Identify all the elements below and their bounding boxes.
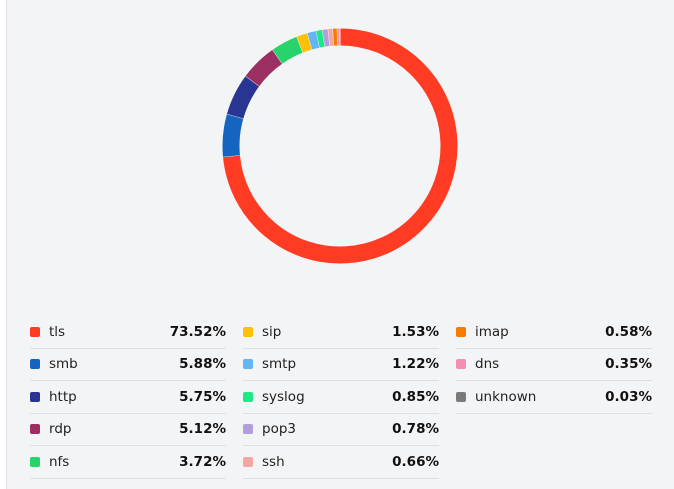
legend-item-tls[interactable]: tls 73.52% <box>30 316 226 349</box>
legend-label: sip <box>262 323 282 340</box>
donut-slice-sip[interactable] <box>296 33 313 53</box>
legend-item-syslog[interactable]: syslog 0.85% <box>243 381 439 414</box>
chart-panel: tls 73.52% smb 5.88% http 5.75% rdp 5.12% nfs 3.7… <box>6 0 674 489</box>
chart-legend: tls 73.52% smb 5.88% http 5.75% rdp 5.12% nfs 3.7… <box>30 316 652 479</box>
legend-item-pop3[interactable]: pop3 0.78% <box>243 414 439 446</box>
legend-label: nfs <box>49 453 70 470</box>
legend-percentage: 5.75% <box>179 388 226 405</box>
legend-label: unknown <box>475 388 537 405</box>
legend-swatch <box>456 326 466 337</box>
legend-label: http <box>49 388 77 405</box>
legend-percentage: 0.78% <box>392 421 439 438</box>
legend-swatch <box>243 326 253 337</box>
slice-separator <box>332 28 335 46</box>
legend-percentage: 5.12% <box>179 421 226 438</box>
legend-percentage: 3.72% <box>179 453 226 470</box>
legend-label: smb <box>49 356 78 373</box>
legend-swatch <box>243 456 253 467</box>
donut-slice-nfs[interactable] <box>272 36 304 64</box>
legend-label: imap <box>475 323 509 340</box>
legend-swatch <box>30 359 40 370</box>
legend-swatch <box>30 326 40 337</box>
legend-label: tls <box>49 323 66 340</box>
legend-item-nfs[interactable]: nfs 3.72% <box>30 446 226 479</box>
donut-chart <box>222 28 458 264</box>
legend-swatch <box>456 359 466 370</box>
donut-slice-smtp[interactable] <box>307 30 320 50</box>
legend-label: syslog <box>262 388 305 405</box>
legend-label: rdp <box>49 421 72 438</box>
legend-label: smtp <box>262 356 297 373</box>
legend-label: ssh <box>262 453 285 470</box>
legend-percentage: 73.52% <box>169 323 226 340</box>
donut-slice-tls[interactable] <box>223 28 458 264</box>
legend-swatch <box>243 359 253 370</box>
legend-percentage: 0.03% <box>605 388 652 405</box>
legend-swatch <box>30 391 40 402</box>
legend-item-smtp[interactable]: smtp 1.22% <box>243 349 439 381</box>
legend-label: dns <box>475 356 500 373</box>
legend-percentage: 0.58% <box>605 323 652 340</box>
legend-item-smb[interactable]: smb 5.88% <box>30 349 226 381</box>
legend-percentage: 5.88% <box>179 356 226 373</box>
legend-label: pop3 <box>262 421 296 438</box>
donut-slice-smb[interactable] <box>222 113 244 157</box>
legend-percentage: 1.22% <box>392 356 439 373</box>
legend-swatch <box>30 424 40 435</box>
legend-item-rdp[interactable]: rdp 5.12% <box>30 414 226 446</box>
donut-slice-syslog[interactable] <box>316 29 325 48</box>
legend-item-imap[interactable]: imap 0.58% <box>456 316 652 349</box>
legend-swatch <box>456 391 466 402</box>
legend-swatch <box>243 391 253 402</box>
legend-percentage: 0.85% <box>392 388 439 405</box>
legend-swatch <box>243 424 253 435</box>
donut-slice-rdp[interactable] <box>245 49 283 87</box>
legend-percentage: 0.66% <box>392 453 439 470</box>
legend-item-unknown[interactable]: unknown 0.03% <box>456 381 652 414</box>
legend-item-ssh[interactable]: ssh 0.66% <box>243 446 439 479</box>
legend-percentage: 0.35% <box>605 356 652 373</box>
legend-swatch <box>30 456 40 467</box>
legend-item-dns[interactable]: dns 0.35% <box>456 349 652 381</box>
legend-item-http[interactable]: http 5.75% <box>30 381 226 414</box>
donut-slice-http[interactable] <box>226 75 260 119</box>
legend-percentage: 1.53% <box>392 323 439 340</box>
donut-slice-pop3[interactable] <box>322 29 330 47</box>
legend-item-sip[interactable]: sip 1.53% <box>243 316 439 349</box>
